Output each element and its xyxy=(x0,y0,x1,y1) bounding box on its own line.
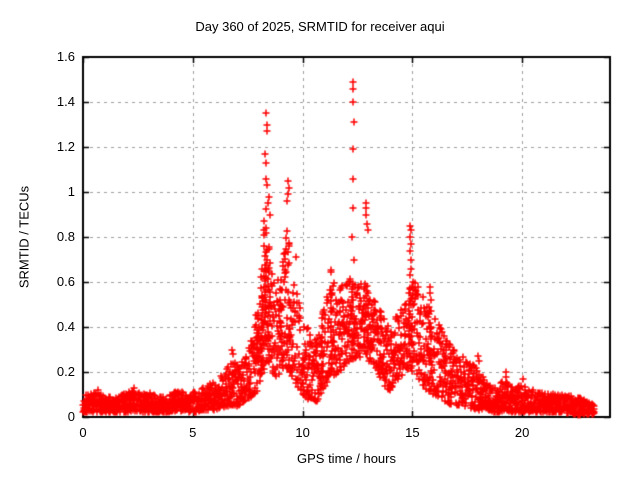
y-tick-label: 0.6 xyxy=(56,274,75,289)
x-tick-label: 10 xyxy=(295,425,310,440)
x-tick-label: 15 xyxy=(405,425,420,440)
x-axis-label: GPS time / hours xyxy=(297,451,396,466)
x-tick-label: 20 xyxy=(514,425,530,440)
y-tick-label: 0.8 xyxy=(56,229,75,244)
y-tick-label: 1.2 xyxy=(56,139,75,154)
y-tick-label: 1.6 xyxy=(56,49,75,64)
y-tick-label: 0.4 xyxy=(56,319,75,334)
y-tick-label: 1.4 xyxy=(56,94,75,109)
y-tick-label: 0.2 xyxy=(56,364,75,379)
x-tick-label: 0 xyxy=(79,425,87,440)
y-tick-label: 0 xyxy=(67,409,75,424)
y-tick-label: 1 xyxy=(67,184,75,199)
chart-title: Day 360 of 2025, SRMTID for receiver aqu… xyxy=(195,19,445,34)
x-tick-label: 5 xyxy=(189,425,197,440)
